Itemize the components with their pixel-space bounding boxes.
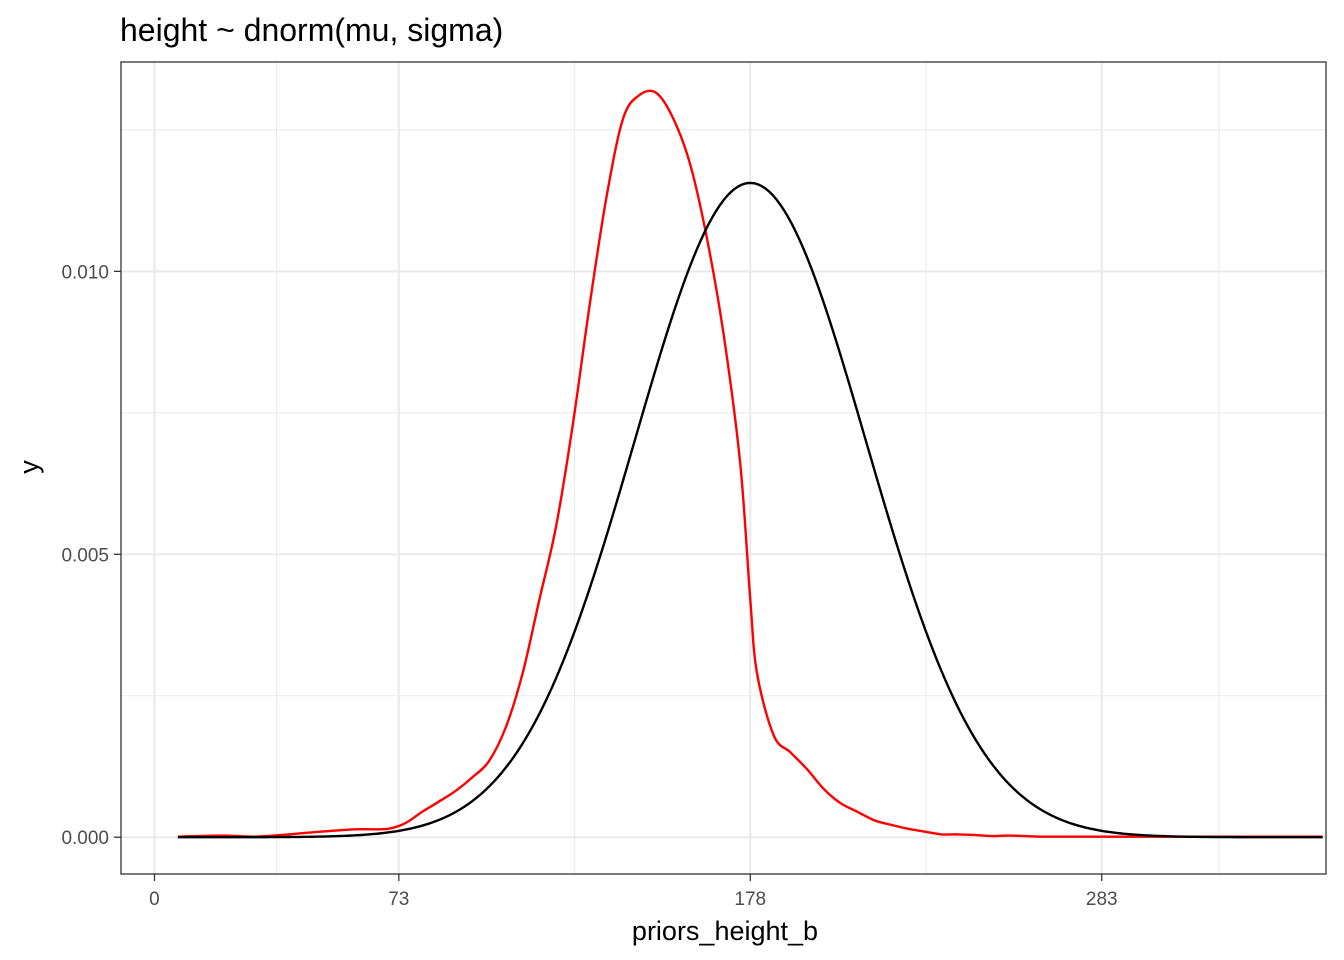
x-axis-label: priors_height_b (632, 916, 818, 946)
y-tick-label: 0.005 (61, 545, 109, 566)
y-tick-label: 0.010 (61, 262, 109, 283)
y-axis-ticks: 0.000 0.005 0.010 (61, 262, 121, 849)
x-axis-ticks: 0 73 178 283 (149, 874, 1118, 910)
y-axis-label: y (14, 460, 44, 474)
y-tick-label: 0.000 (61, 828, 109, 849)
series-layer (177, 89, 1323, 839)
series-line-normal-density (177, 181, 1323, 839)
series-line-empirical-density (177, 89, 1323, 838)
panel-border (120, 61, 1327, 875)
x-tick-label: 0 (149, 889, 160, 910)
minor-gridlines (121, 62, 1326, 874)
x-tick-label: 283 (1086, 889, 1118, 910)
x-tick-label: 178 (734, 889, 766, 910)
chart-title: height ~ dnorm(mu, sigma) (120, 12, 503, 48)
x-tick-label: 73 (388, 889, 409, 910)
